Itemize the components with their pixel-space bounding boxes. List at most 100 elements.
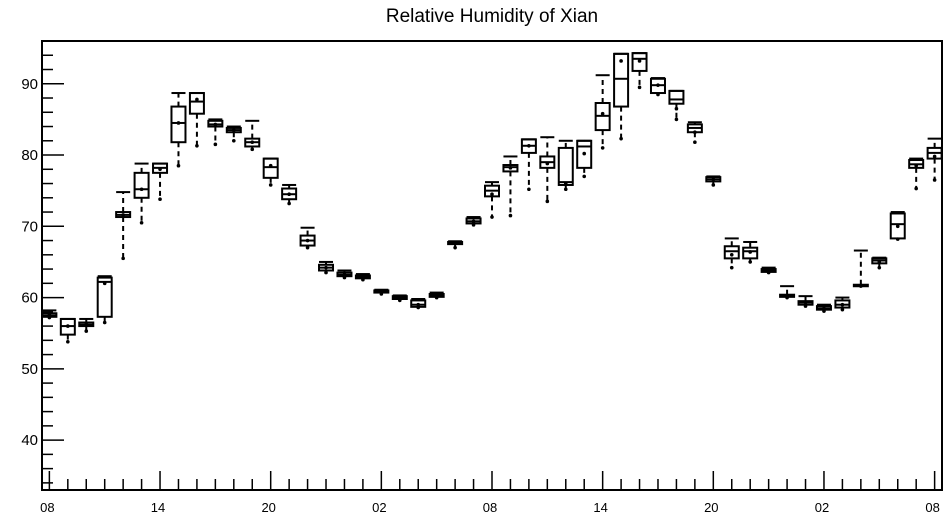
box-min-dot bbox=[748, 260, 752, 264]
box-min-dot bbox=[268, 183, 273, 187]
box-item bbox=[576, 139, 593, 179]
box-item bbox=[539, 136, 556, 204]
box-mean-dot bbox=[268, 163, 273, 168]
box-mean-dot bbox=[822, 306, 826, 311]
box-item bbox=[631, 52, 648, 90]
box-item bbox=[779, 285, 796, 300]
box-mean-dot bbox=[840, 302, 845, 307]
box-item bbox=[594, 74, 611, 150]
box-item bbox=[871, 256, 888, 270]
box-mean-dot bbox=[66, 324, 70, 328]
box-mean-dot bbox=[637, 59, 642, 63]
box-item bbox=[686, 121, 703, 145]
box-mean-dot bbox=[729, 253, 734, 257]
box-mean-dot bbox=[47, 312, 52, 317]
y-tick-label: 60 bbox=[21, 290, 38, 307]
box-min-dot bbox=[859, 284, 863, 288]
box-mean-dot bbox=[361, 275, 365, 279]
box-item bbox=[834, 296, 851, 312]
box-min-dot bbox=[84, 329, 89, 333]
box-mean-dot bbox=[748, 250, 752, 254]
box-mean-dot bbox=[508, 166, 513, 170]
box-iqr bbox=[133, 171, 150, 199]
box-item bbox=[889, 211, 906, 241]
box-item bbox=[484, 181, 500, 219]
box-item bbox=[262, 157, 279, 187]
x-axis: 08 14 20 02 08 14 20 02 08 bbox=[40, 471, 940, 515]
box-min-dot bbox=[490, 215, 494, 219]
box-min-dot bbox=[563, 187, 568, 192]
box-item bbox=[336, 269, 353, 280]
box-min-dot bbox=[932, 178, 937, 182]
box-item bbox=[926, 137, 943, 182]
box-item bbox=[299, 226, 316, 250]
box-item bbox=[188, 92, 205, 148]
box-min-dot bbox=[619, 136, 623, 141]
box-mean-dot bbox=[490, 192, 494, 197]
x-tick-label: 08 bbox=[925, 500, 939, 515]
box-min-dot bbox=[711, 183, 716, 187]
box-item bbox=[815, 303, 832, 313]
box-min-dot bbox=[47, 315, 52, 320]
box-item bbox=[613, 52, 630, 141]
box-item bbox=[96, 275, 113, 325]
box-iqr bbox=[723, 245, 740, 260]
box-min-dot bbox=[527, 187, 531, 192]
box-min-dot bbox=[674, 117, 679, 122]
box-item bbox=[152, 162, 169, 202]
x-tick-label: 20 bbox=[261, 500, 275, 515]
box-item bbox=[520, 138, 537, 192]
box-item bbox=[373, 288, 390, 296]
box-min-dot bbox=[785, 295, 789, 300]
box-mean-dot bbox=[877, 260, 882, 264]
box-item bbox=[391, 294, 408, 303]
box-min-dot bbox=[379, 292, 384, 296]
box-mean-dot bbox=[158, 167, 162, 172]
box-item bbox=[705, 175, 722, 187]
box-min-dot bbox=[305, 245, 310, 250]
x-tick-label: 08 bbox=[483, 500, 497, 515]
box-mean-dot bbox=[416, 302, 421, 307]
box-min-dot bbox=[600, 146, 605, 150]
box-min-dot bbox=[582, 174, 587, 179]
box-iqr bbox=[668, 89, 685, 105]
box-mean-dot bbox=[693, 130, 697, 135]
box-iqr bbox=[742, 246, 759, 260]
y-tick-label: 80 bbox=[21, 147, 38, 164]
box-mean-dot bbox=[287, 192, 291, 197]
box-min-dot bbox=[121, 256, 125, 261]
box-min-dot bbox=[250, 147, 255, 152]
box-min-dot bbox=[840, 307, 845, 312]
box-item bbox=[78, 317, 95, 333]
box-min-dot bbox=[637, 85, 642, 90]
box-mean-dot bbox=[545, 161, 550, 166]
box-min-dot bbox=[66, 339, 70, 344]
y-tick-label: 90 bbox=[21, 76, 38, 93]
box-iqr bbox=[170, 105, 187, 144]
box-min-dot bbox=[232, 138, 236, 143]
box-mean-dot bbox=[619, 59, 623, 63]
box-min-dot bbox=[822, 309, 826, 313]
x-tick-label: 14 bbox=[593, 500, 607, 515]
box-iqr bbox=[576, 139, 593, 169]
box-mean-dot bbox=[803, 300, 808, 305]
box-item bbox=[760, 266, 777, 275]
box-min-dot bbox=[139, 220, 144, 225]
box-item bbox=[133, 162, 150, 225]
box-mean-dot bbox=[600, 111, 605, 116]
box-min-dot bbox=[158, 197, 162, 202]
box-min-dot bbox=[693, 140, 697, 145]
box-min-dot bbox=[914, 186, 918, 191]
box-item bbox=[170, 92, 187, 168]
x-tick-label: 14 bbox=[151, 500, 165, 515]
box-mean-dot bbox=[250, 140, 255, 145]
box-iqr bbox=[631, 52, 648, 72]
box-item bbox=[723, 237, 740, 270]
box-item bbox=[244, 119, 261, 152]
box-min-dot bbox=[453, 245, 457, 250]
box-min-dot bbox=[287, 201, 291, 206]
box-item bbox=[318, 260, 335, 275]
box-item bbox=[668, 89, 685, 122]
box-mean-dot bbox=[305, 238, 310, 243]
box-mean-dot bbox=[139, 187, 144, 192]
